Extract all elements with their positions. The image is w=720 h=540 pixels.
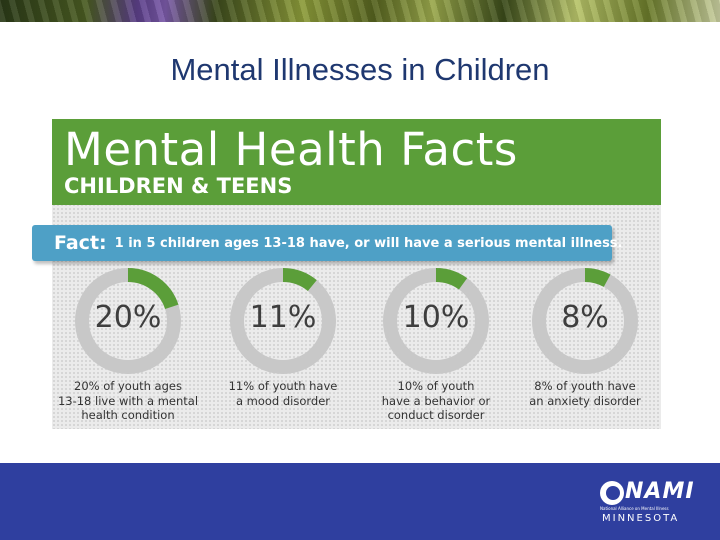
stat-caption: 10% of youth have a behavior or conduct … — [381, 379, 491, 422]
donut-chart — [75, 268, 181, 374]
donut-chart — [532, 268, 638, 374]
stat-20-percent: 20% 20% of youth ages 13-18 live with a … — [52, 266, 204, 426]
stat-value: 8% — [561, 300, 609, 335]
nami-logo-icon — [600, 481, 624, 505]
logo-tagline: National Alliance on Mental Illness — [600, 506, 669, 511]
nami-minnesota-logo: NAMI National Alliance on Mental Illness… — [598, 479, 694, 527]
donut-fill — [127, 268, 179, 310]
donut-fill — [584, 268, 611, 287]
stat-value: 11% — [249, 300, 317, 335]
stat-caption: 20% of youth ages 13-18 live with a ment… — [57, 379, 199, 422]
slide-title: Mental Illnesses in Children — [170, 52, 550, 87]
donut-chart — [383, 268, 489, 374]
stat-11-percent: 11% 11% of youth have a mood disorder — [207, 266, 359, 426]
infographic-banner: Mental Health Facts CHILDREN & TEENS — [52, 119, 661, 205]
stat-8-percent: 8% 8% of youth have an anxiety disorder — [509, 266, 661, 426]
fact-label: Fact: — [54, 232, 107, 254]
fact-text: 1 in 5 children ages 13-18 have, or will… — [114, 235, 623, 251]
mental-health-infographic: Mental Health Facts CHILDREN & TEENS Fac… — [32, 119, 661, 429]
fact-bar: Fact: 1 in 5 children ages 13-18 have, o… — [32, 225, 622, 261]
donut-fill — [435, 268, 468, 290]
stat-10-percent: 10% 10% of youth have a behavior or cond… — [360, 266, 512, 426]
stat-value: 20% — [94, 300, 162, 335]
stat-value: 10% — [402, 300, 470, 335]
logo-wordmark: NAMI — [625, 479, 695, 504]
donut-chart — [230, 268, 336, 374]
footer-bar — [0, 463, 720, 540]
donut-fill — [282, 268, 317, 292]
stat-caption: 8% of youth have an anxiety disorder — [529, 379, 641, 408]
header-photo-strip — [0, 0, 720, 22]
infographic-heading: Mental Health Facts — [64, 123, 518, 176]
stat-caption: 11% of youth have a mood disorder — [228, 379, 338, 408]
infographic-subheading: CHILDREN & TEENS — [64, 174, 293, 198]
logo-state: MINNESOTA — [602, 513, 680, 524]
